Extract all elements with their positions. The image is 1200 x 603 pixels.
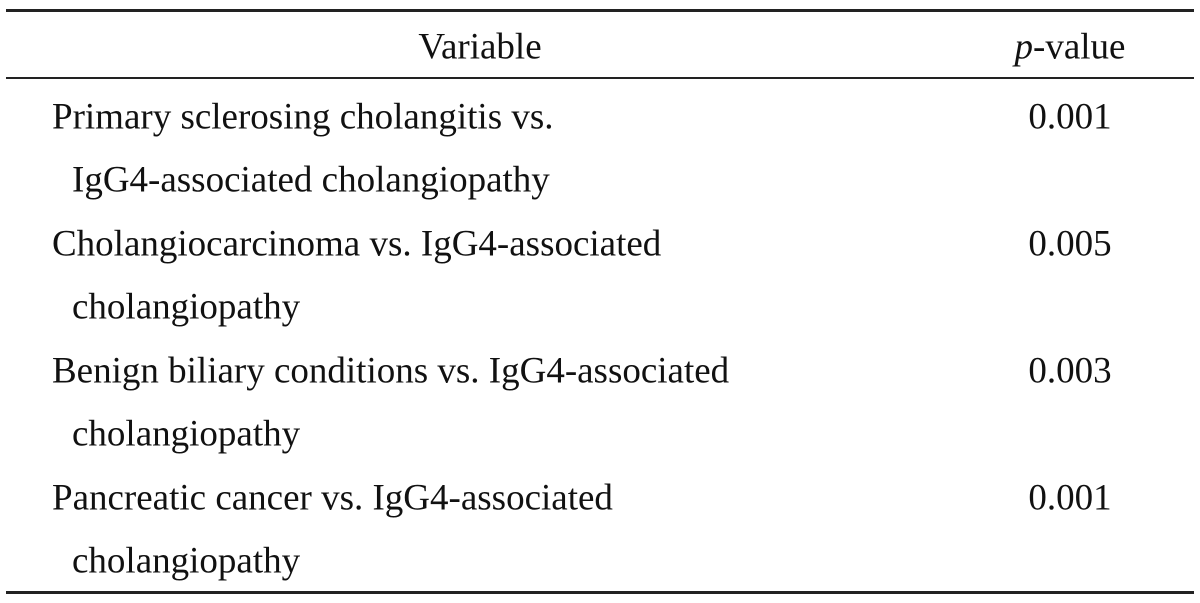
header-cell: Variable bbox=[418, 26, 542, 68]
p-value: 0.001 bbox=[1028, 477, 1112, 519]
p-value: 0.003 bbox=[1028, 350, 1112, 392]
top-rule bbox=[6, 9, 1194, 12]
header-cell: p-value bbox=[1015, 29, 1126, 66]
bottom-rule bbox=[6, 591, 1194, 594]
variable-text: cholangiopathy bbox=[72, 413, 301, 455]
variable-text: Cholangiocarcinoma vs. IgG4-associated bbox=[52, 223, 662, 265]
p-value: 0.001 bbox=[1028, 96, 1112, 138]
variable-text: Benign biliary conditions vs. IgG4-assoc… bbox=[52, 350, 730, 392]
variable-text: cholangiopathy bbox=[72, 540, 301, 582]
variable-text: Primary sclerosing cholangitis vs. bbox=[52, 96, 554, 138]
header-text: -value bbox=[1033, 26, 1126, 68]
variable-text: IgG4-associated cholangiopathy bbox=[72, 159, 550, 201]
header-text: p bbox=[1014, 26, 1034, 68]
p-value: 0.005 bbox=[1028, 223, 1112, 265]
variable-text: cholangiopathy bbox=[72, 286, 301, 328]
header-rule bbox=[6, 77, 1194, 79]
variable-text: Pancreatic cancer vs. IgG4-associated bbox=[52, 477, 613, 519]
